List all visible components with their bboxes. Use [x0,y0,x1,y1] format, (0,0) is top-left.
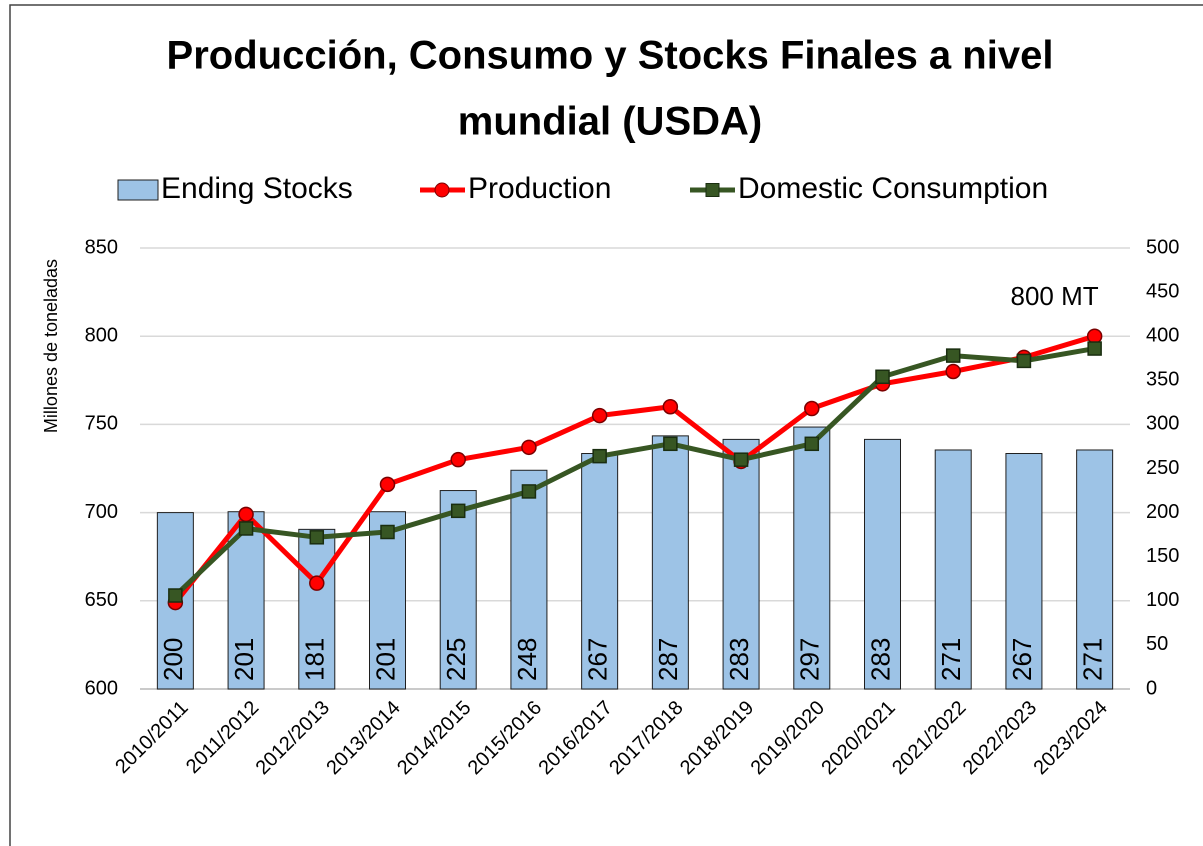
point [804,400,820,417]
bar [298,528,336,690]
point [379,476,396,493]
y2-tick-label: 250 [1146,457,1179,479]
y-tick-label: 750 [85,413,118,435]
point [238,521,254,536]
point [1087,341,1102,356]
legend-label: Production [468,172,611,205]
legend-label: Ending Stocks [161,172,353,205]
point [450,503,466,519]
y-axis-label: Millones de toneladas [41,259,61,433]
y2-tick-label: 400 [1146,324,1179,346]
line [173,346,1096,598]
legend-label: Domestic Consumption [738,172,1048,205]
point [168,588,183,603]
bar-value-label: 248 [512,638,542,681]
point [521,484,537,499]
point [945,348,961,363]
bar-value-label: 271 [1078,638,1108,681]
point [309,530,325,545]
y2-tick-label: 500 [1146,236,1179,258]
bar-value-label: 200 [158,638,188,681]
point [1086,328,1103,344]
bar [581,453,619,690]
y2-tick-label: 300 [1146,413,1179,435]
point [663,436,678,452]
y-tick-label: 650 [85,589,118,611]
bar-value-label: 201 [370,638,400,681]
bar-value-label: 271 [936,638,966,681]
point [945,363,961,380]
bar-value-label: 297 [795,638,825,681]
point [592,448,607,464]
point [733,452,749,467]
y-tick-label: 850 [85,236,118,258]
bar-value-label: 181 [300,638,330,681]
bar [510,469,548,690]
point [875,369,890,385]
bar-value-label: 283 [724,638,754,681]
legend-marker [434,182,450,198]
y-tick-label: 800 [85,324,118,346]
point [1016,353,1032,369]
y-tick-label: 600 [85,677,118,699]
y2-tick-label: 50 [1146,633,1168,655]
bar [651,435,689,690]
bar-value-label: 267 [1007,638,1037,681]
bar-value-label: 287 [653,638,683,681]
y2-tick-label: 150 [1146,545,1179,567]
point [380,524,395,540]
point [521,439,537,456]
bar [793,426,831,690]
point [662,399,679,415]
bar [722,438,760,690]
bar [1076,449,1114,690]
y2-tick-label: 350 [1146,369,1179,391]
legend-marker [705,183,720,197]
bar-value-label: 201 [229,638,259,681]
point [238,506,254,523]
bar [439,490,477,690]
bar [864,438,901,690]
point [450,451,466,468]
legend-swatch [117,179,159,201]
annotation: 800 MT [1010,281,1098,311]
y2-tick-label: 100 [1146,589,1179,611]
point [591,407,608,424]
chart-title: mundial (USDA) [458,100,762,144]
bar-value-label: 225 [441,638,471,681]
y2-tick-label: 200 [1146,501,1179,523]
y-tick-label: 700 [85,501,118,523]
bar-value-label: 267 [583,638,613,681]
chart-title: Producción, Consumo y Stocks Finales a n… [167,34,1054,78]
point [804,436,820,452]
chart-frame [9,4,1203,846]
bar-value-label: 283 [865,638,895,681]
bar [934,449,972,690]
bar [1005,453,1043,690]
point [309,575,325,591]
bar [369,511,406,690]
line [173,333,1096,605]
y2-tick-label: 450 [1146,280,1179,302]
y2-tick-label: 0 [1146,677,1157,699]
